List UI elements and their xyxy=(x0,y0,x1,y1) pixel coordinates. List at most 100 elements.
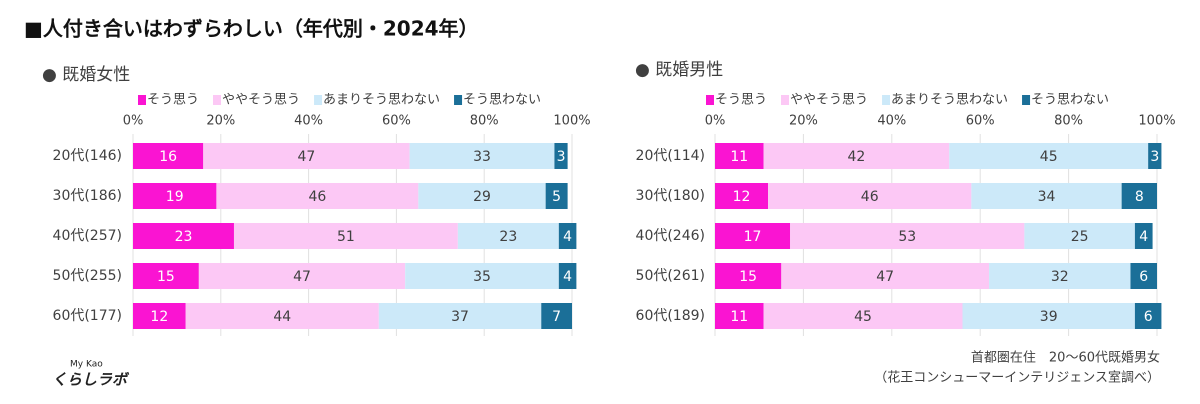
legend-swatch xyxy=(138,95,146,105)
chart-subtitle: ● 既婚男性 xyxy=(635,60,723,80)
y-tick-label: 50代(255) xyxy=(53,268,122,284)
value-label: 29 xyxy=(473,189,491,205)
bar-segment xyxy=(378,303,542,329)
x-tick-label: 20% xyxy=(789,114,818,129)
legend-label: そう思わない xyxy=(1031,93,1109,108)
value-label: 6 xyxy=(1144,309,1153,325)
bar-segment xyxy=(1148,143,1162,169)
legend-swatch xyxy=(454,95,463,105)
value-label: 34 xyxy=(1038,189,1056,205)
y-tick-label: 50代(261) xyxy=(636,268,705,284)
legend-swatch xyxy=(706,95,714,105)
bar-segment xyxy=(715,183,769,209)
value-label: 15 xyxy=(739,269,757,285)
bar-segment xyxy=(971,183,1122,209)
value-label: 3 xyxy=(557,149,566,165)
value-label: 47 xyxy=(293,269,311,285)
value-label: 6 xyxy=(1139,269,1148,285)
footnote: 首都圏在住 20～60代既婚男女 xyxy=(971,350,1160,366)
x-tick-label: 100% xyxy=(553,114,590,129)
value-label: 45 xyxy=(854,309,872,325)
bar-segment xyxy=(989,263,1131,289)
value-label: 35 xyxy=(473,269,491,285)
value-label: 33 xyxy=(473,149,491,165)
bar-segment xyxy=(1024,223,1135,249)
bar-segment xyxy=(133,263,199,289)
value-label: 15 xyxy=(157,269,175,285)
value-label: 4 xyxy=(563,269,572,285)
bar-segment xyxy=(558,263,577,289)
legend-swatch xyxy=(314,95,323,105)
bar-segment xyxy=(715,143,764,169)
bar-segment xyxy=(133,303,186,329)
legend-label: ややそう思う xyxy=(790,93,868,108)
value-label: 16 xyxy=(159,149,177,165)
value-label: 25 xyxy=(1071,229,1089,245)
logo-text: くらしラボ xyxy=(52,371,130,389)
legend-label: そう思う xyxy=(715,93,767,108)
bar-segment xyxy=(457,223,559,249)
bar-segment xyxy=(216,183,419,209)
logo-text: My Kao xyxy=(70,360,103,370)
y-tick-label: 40代(246) xyxy=(636,228,705,244)
bar-segment xyxy=(1134,303,1162,329)
bar-segment xyxy=(203,143,410,169)
legend-swatch xyxy=(1022,95,1031,105)
value-label: 8 xyxy=(1135,189,1144,205)
value-label: 47 xyxy=(876,269,894,285)
bar-segment xyxy=(1134,223,1153,249)
value-label: 19 xyxy=(166,189,184,205)
bar-segment xyxy=(545,183,568,209)
bar-segment xyxy=(185,303,379,329)
y-tick-label: 20代(114) xyxy=(636,148,705,164)
value-label: 3 xyxy=(1150,149,1159,165)
value-label: 4 xyxy=(563,229,572,245)
x-tick-label: 0% xyxy=(123,114,144,129)
bar-segment xyxy=(781,263,990,289)
y-tick-label: 30代(180) xyxy=(636,188,705,204)
value-label: 45 xyxy=(1040,149,1058,165)
y-tick-label: 30代(186) xyxy=(53,188,122,204)
y-tick-label: 60代(189) xyxy=(636,308,705,324)
bar-segment xyxy=(949,143,1149,169)
value-label: 11 xyxy=(730,309,748,325)
legend-label: そう思う xyxy=(147,93,199,108)
bar-segment xyxy=(763,303,963,329)
value-label: 23 xyxy=(499,229,517,245)
bar-segment xyxy=(715,303,764,329)
x-tick-label: 80% xyxy=(470,114,499,129)
legend-label: そう思わない xyxy=(463,93,541,108)
value-label: 37 xyxy=(451,309,469,325)
bar-segment xyxy=(554,143,568,169)
value-label: 51 xyxy=(337,229,355,245)
value-label: 12 xyxy=(733,189,751,205)
bar-segment xyxy=(715,223,791,249)
bar-segment xyxy=(405,263,559,289)
value-label: 46 xyxy=(308,189,326,205)
value-label: 53 xyxy=(898,229,916,245)
x-tick-label: 80% xyxy=(1054,114,1083,129)
bar-segment xyxy=(409,143,555,169)
legend-swatch xyxy=(882,95,891,105)
value-label: 32 xyxy=(1051,269,1069,285)
page-title: ■人付き合いはわずらわしい（年代別・2024年） xyxy=(24,17,479,41)
bar-segment xyxy=(763,143,950,169)
bar-segment xyxy=(558,223,577,249)
x-tick-label: 40% xyxy=(294,114,323,129)
legend-swatch xyxy=(781,95,790,105)
bar-segment xyxy=(1130,263,1157,289)
value-label: 11 xyxy=(730,149,748,165)
x-tick-label: 60% xyxy=(382,114,411,129)
value-label: 7 xyxy=(552,309,561,325)
legend-label: ややそう思う xyxy=(222,93,300,108)
y-tick-label: 40代(257) xyxy=(53,228,122,244)
footnote: （花王コンシューマーインテリジェンス室調べ） xyxy=(874,370,1160,386)
x-tick-label: 20% xyxy=(206,114,235,129)
legend-label: あまりそう思わない xyxy=(323,93,440,108)
x-tick-label: 40% xyxy=(877,114,906,129)
x-tick-label: 0% xyxy=(705,114,726,129)
bar-segment xyxy=(768,183,972,209)
y-tick-label: 60代(177) xyxy=(53,308,122,324)
legend-label: あまりそう思わない xyxy=(891,93,1008,108)
